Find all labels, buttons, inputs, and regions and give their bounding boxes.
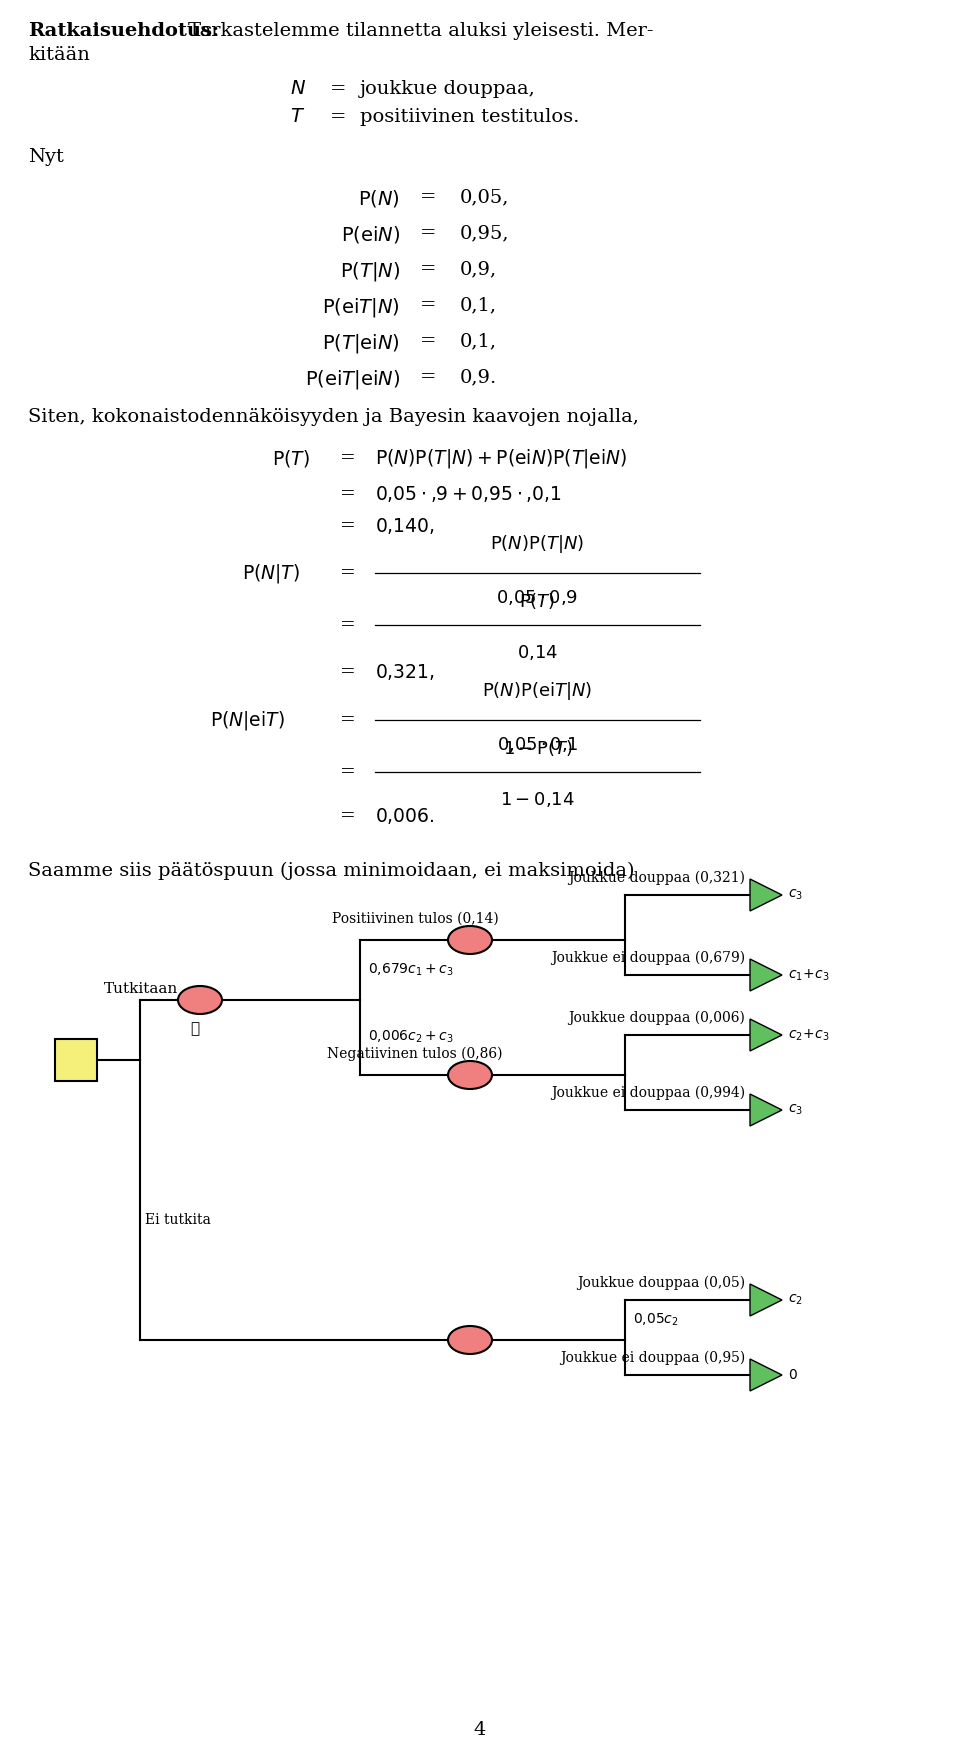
Polygon shape xyxy=(750,1359,782,1391)
Text: $\mathrm{P}(T)$: $\mathrm{P}(T)$ xyxy=(519,590,556,611)
Text: $0{,}321,$: $0{,}321,$ xyxy=(375,662,435,681)
Text: $0{,}05 \cdot 0{,}1$: $0{,}05 \cdot 0{,}1$ xyxy=(496,735,578,755)
Text: $1 - 0{,}14$: $1 - 0{,}14$ xyxy=(500,790,575,809)
Text: =: = xyxy=(330,80,347,98)
Text: Nyt: Nyt xyxy=(28,148,64,166)
Text: =: = xyxy=(340,486,356,503)
Text: $\mathrm{P}(N)\mathrm{P}(T|N)$: $\mathrm{P}(N)\mathrm{P}(T|N)$ xyxy=(491,533,585,556)
Text: Tarkastelemme tilannetta aluksi yleisesti. Mer-: Tarkastelemme tilannetta aluksi yleisest… xyxy=(188,23,654,40)
Text: $0{,}006c_2 + c_3$: $0{,}006c_2 + c_3$ xyxy=(368,1029,454,1045)
Text: Joukkue douppaa (0,321): Joukkue douppaa (0,321) xyxy=(568,870,745,886)
Text: $0{,}679c_1 + c_3$: $0{,}679c_1 + c_3$ xyxy=(368,963,454,978)
Text: $0{,}05 \cdot {,}9 + 0{,}95 \cdot {,}0{,}1$: $0{,}05 \cdot {,}9 + 0{,}95 \cdot {,}0{,… xyxy=(375,484,562,503)
Text: Saamme siis päätöspuun (jossa minimoidaan, ei maksimoida): Saamme siis päätöspuun (jossa minimoidaa… xyxy=(28,861,635,880)
Polygon shape xyxy=(750,1284,782,1315)
Text: $c_1\!+\!c_3$: $c_1\!+\!c_3$ xyxy=(788,968,829,984)
Text: Siten, kokonaistodennäköisyyden ja Bayesin kaavojen nojalla,: Siten, kokonaistodennäköisyyden ja Bayes… xyxy=(28,409,638,426)
Text: =: = xyxy=(420,295,437,314)
Text: $c_2$: $c_2$ xyxy=(788,1293,803,1307)
Text: =: = xyxy=(340,664,356,681)
FancyBboxPatch shape xyxy=(55,1039,97,1081)
Text: $\mathrm{P}(T|N)$: $\mathrm{P}(T|N)$ xyxy=(340,260,400,283)
Text: $T$: $T$ xyxy=(290,108,305,126)
Text: =: = xyxy=(420,369,437,386)
Text: $0{,}05c_2$: $0{,}05c_2$ xyxy=(633,1312,679,1328)
Text: $0$: $0$ xyxy=(788,1368,798,1382)
Text: $0{,}14$: $0{,}14$ xyxy=(517,643,558,662)
Text: $c_3$: $c_3$ xyxy=(788,1102,803,1116)
Text: =: = xyxy=(340,449,356,466)
Text: Joukkue douppaa (0,006): Joukkue douppaa (0,006) xyxy=(568,1010,745,1025)
Text: 4: 4 xyxy=(474,1721,486,1738)
Text: =: = xyxy=(420,224,437,243)
Text: 0,1,: 0,1, xyxy=(460,332,497,349)
Polygon shape xyxy=(750,959,782,991)
Text: 0,9,: 0,9, xyxy=(460,260,497,278)
Text: $1 - \mathrm{P}(T)$: $1 - \mathrm{P}(T)$ xyxy=(503,737,572,758)
Text: 0,95,: 0,95, xyxy=(460,224,510,243)
Text: positiivinen testitulos.: positiivinen testitulos. xyxy=(360,108,580,126)
Text: Ei tutkita: Ei tutkita xyxy=(145,1212,211,1226)
Text: =: = xyxy=(340,564,356,582)
Text: $\mathrm{P}(N|\mathrm{ei}T)$: $\mathrm{P}(N|\mathrm{ei}T)$ xyxy=(210,709,285,732)
Text: Joukkue ei douppaa (0,679): Joukkue ei douppaa (0,679) xyxy=(551,950,745,964)
Text: $\mathrm{P}(T)$: $\mathrm{P}(T)$ xyxy=(273,447,310,468)
Text: =: = xyxy=(340,617,356,634)
Text: =: = xyxy=(340,517,356,535)
Text: 0,1,: 0,1, xyxy=(460,295,497,314)
Text: =: = xyxy=(340,763,356,781)
Text: Ratkaisuehdotus:: Ratkaisuehdotus: xyxy=(28,23,219,40)
Text: $\mathrm{P}(\mathrm{ei}N)$: $\mathrm{P}(\mathrm{ei}N)$ xyxy=(341,224,400,245)
Text: $\mathrm{P}(T|\mathrm{ei}N)$: $\mathrm{P}(T|\mathrm{ei}N)$ xyxy=(323,332,400,355)
Text: =: = xyxy=(420,332,437,349)
Text: $\mathrm{P}(\mathrm{ei}T|N)$: $\mathrm{P}(\mathrm{ei}T|N)$ xyxy=(323,295,400,320)
Text: Joukkue ei douppaa (0,95): Joukkue ei douppaa (0,95) xyxy=(560,1350,745,1364)
Text: $0{,}140,$: $0{,}140,$ xyxy=(375,515,435,536)
Polygon shape xyxy=(750,879,782,910)
Text: $\mathrm{P}(N)\mathrm{P}(\mathrm{ei}T|N)$: $\mathrm{P}(N)\mathrm{P}(\mathrm{ei}T|N)… xyxy=(482,680,592,702)
Text: =: = xyxy=(340,807,356,825)
Text: 0,05,: 0,05, xyxy=(460,189,510,206)
Text: $N$: $N$ xyxy=(290,80,306,98)
Text: $c_3$: $c_3$ xyxy=(788,887,803,901)
Polygon shape xyxy=(750,1019,782,1052)
Text: $\mathrm{P}(\mathrm{ei}T|\mathrm{ei}N)$: $\mathrm{P}(\mathrm{ei}T|\mathrm{ei}N)$ xyxy=(304,369,400,391)
Ellipse shape xyxy=(448,1060,492,1088)
Text: $\mathrm{P}(N)$: $\mathrm{P}(N)$ xyxy=(358,189,400,210)
Text: ★: ★ xyxy=(190,1022,200,1036)
Text: Joukkue ei douppaa (0,994): Joukkue ei douppaa (0,994) xyxy=(551,1085,745,1101)
Text: =: = xyxy=(420,189,437,206)
Text: $\mathrm{P}(N)\mathrm{P}(T|N) + \mathrm{P}(\mathrm{ei}N)\mathrm{P}(T|\mathrm{ei}: $\mathrm{P}(N)\mathrm{P}(T|N) + \mathrm{… xyxy=(375,447,627,470)
Text: Negatiivinen tulos (0,86): Negatiivinen tulos (0,86) xyxy=(327,1046,503,1060)
Text: =: = xyxy=(340,711,356,728)
Text: $c_2\!+\!c_3$: $c_2\!+\!c_3$ xyxy=(788,1027,829,1043)
Polygon shape xyxy=(750,1094,782,1127)
Text: $0{,}05 \cdot 0{,}9$: $0{,}05 \cdot 0{,}9$ xyxy=(496,589,579,606)
Text: =: = xyxy=(420,260,437,278)
Text: kitään: kitään xyxy=(28,45,90,65)
Text: $\mathrm{P}(N|T)$: $\mathrm{P}(N|T)$ xyxy=(242,561,300,585)
Ellipse shape xyxy=(178,985,222,1013)
Text: Joukkue douppaa (0,05): Joukkue douppaa (0,05) xyxy=(577,1275,745,1289)
Text: 0,9.: 0,9. xyxy=(460,369,497,386)
Text: $0{,}006.$: $0{,}006.$ xyxy=(375,805,435,826)
Text: Tutkitaan: Tutkitaan xyxy=(104,982,178,996)
Text: =: = xyxy=(330,108,347,126)
Text: Positiivinen tulos (0,14): Positiivinen tulos (0,14) xyxy=(331,912,498,926)
Text: joukkue douppaa,: joukkue douppaa, xyxy=(360,80,536,98)
Ellipse shape xyxy=(448,1326,492,1354)
Ellipse shape xyxy=(448,926,492,954)
